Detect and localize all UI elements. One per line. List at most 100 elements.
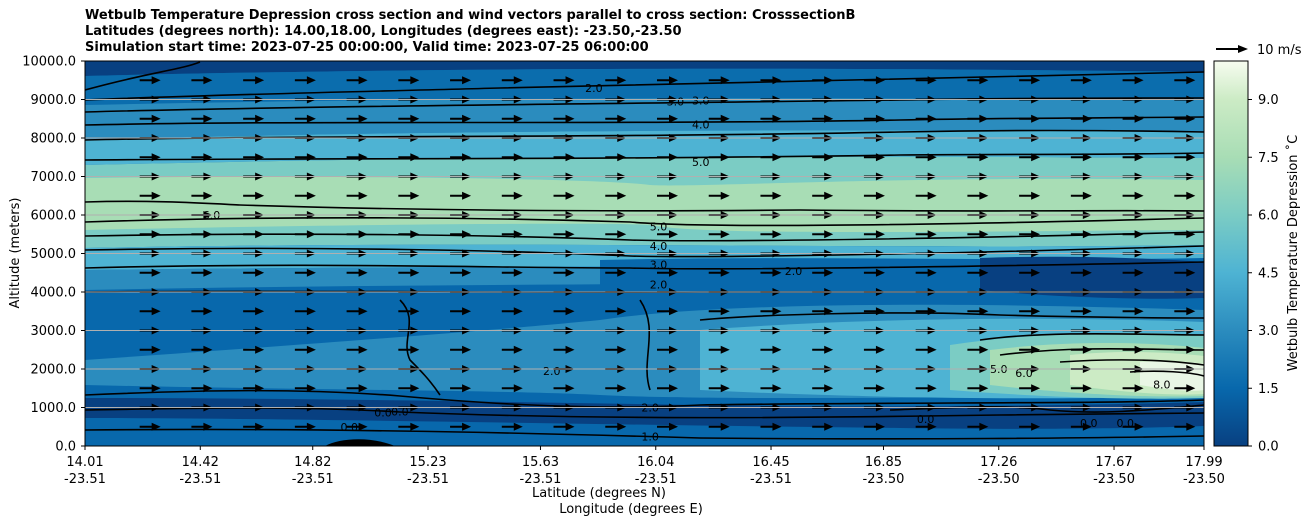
colorbar-gradient [1213, 60, 1249, 447]
wind-vector [346, 230, 368, 239]
wind-vector [760, 422, 782, 431]
wind-vector [1174, 345, 1196, 354]
wind-vector [139, 76, 161, 85]
wind-vector [450, 76, 472, 85]
wind-vector [346, 268, 368, 277]
wind-vector [1070, 191, 1092, 200]
wind-vector [760, 230, 782, 239]
wind-vector [967, 345, 989, 354]
wind-vector [1122, 230, 1144, 239]
wind-vector [553, 191, 575, 200]
colorbar-tick-label: 4.5 [1258, 266, 1279, 281]
x-tick-label-lat: 17.99 [1185, 455, 1222, 470]
wind-vector [812, 268, 834, 277]
wind-vector [708, 345, 730, 354]
wind-vector [191, 76, 213, 85]
wind-vector [708, 153, 730, 162]
colorbar-tick-label: 6.0 [1258, 209, 1279, 224]
wind-vector [398, 76, 420, 85]
wind-vector [553, 114, 575, 123]
wind-vector [1174, 307, 1196, 316]
wind-vector [294, 422, 316, 431]
wind-vector [656, 345, 678, 354]
x-axis-label-lon: Longitude (degrees E) [559, 502, 703, 517]
wind-vector [656, 76, 678, 85]
wind-vector [243, 384, 265, 393]
x-tick-label-lon: -23.51 [64, 472, 106, 487]
wind-vector [398, 114, 420, 123]
wind-vector [191, 345, 213, 354]
x-tick-label-lon: -23.51 [635, 472, 677, 487]
y-tick-label: 6000.0 [31, 209, 77, 224]
wind-vector [346, 191, 368, 200]
wind-vector [346, 384, 368, 393]
wind-vector [1070, 114, 1092, 123]
wind-vector [656, 307, 678, 316]
colorbar-tick-label: 9.0 [1258, 93, 1279, 108]
colorbar-tick-label: 7.5 [1258, 151, 1279, 166]
wind-vector [501, 307, 523, 316]
contour-line [979, 332, 1204, 341]
wind-vector [139, 191, 161, 200]
wind-vector [1174, 191, 1196, 200]
wind-vector [967, 384, 989, 393]
wind-vector [1019, 307, 1041, 316]
wind-vector [1122, 422, 1144, 431]
contour-line [85, 217, 1204, 227]
wind-vector [1070, 345, 1092, 354]
wind-vector [294, 268, 316, 277]
colorbar-label: Wetbulb Temperature Depression ˚C [1285, 135, 1301, 372]
colorbar-ticks: 0.0 1.5 3.0 4.5 6.0 7.5 9.0 [1248, 93, 1279, 455]
wind-vector [1019, 345, 1041, 354]
contour-label: 2.0 [650, 278, 668, 291]
title-line-3: Simulation start time: 2023-07-25 00:00:… [85, 40, 649, 55]
wind-vector [1070, 268, 1092, 277]
wind-vector [243, 268, 265, 277]
contour-line [85, 129, 1204, 141]
wind-vector [863, 422, 885, 431]
wind-vector [294, 191, 316, 200]
wind-vector [967, 230, 989, 239]
wind-vector [967, 268, 989, 277]
contour-line [85, 245, 1204, 258]
x-tick-label-lon: -23.50 [978, 472, 1020, 487]
x-axis-label-lat: Latitude (degrees N) [532, 486, 666, 501]
contour-line [1129, 370, 1204, 377]
wind-vector [605, 230, 627, 239]
y-tick-label: 10000.0 [22, 55, 76, 70]
wind-vector [863, 76, 885, 85]
x-tick-label-lon: -23.51 [750, 472, 792, 487]
wind-vector [708, 268, 730, 277]
wind-vector [553, 422, 575, 431]
wind-vector [1122, 384, 1144, 393]
colorbar: 0.0 1.5 3.0 4.5 6.0 7.5 9.0 Wetbulb Temperatur… [1213, 60, 1301, 455]
wind-vector [346, 153, 368, 162]
wind-vector [812, 191, 834, 200]
contour-line [85, 389, 1204, 408]
wind-vector [346, 114, 368, 123]
x-tick-label-lon: -23.50 [1183, 472, 1225, 487]
wind-vector [398, 422, 420, 431]
wind-vector [812, 114, 834, 123]
contour-line [85, 61, 201, 91]
wind-vector [1122, 307, 1144, 316]
wind-vector [1070, 307, 1092, 316]
wind-vector [656, 422, 678, 431]
wind-vector [243, 345, 265, 354]
x-tick-label-lat: 15.23 [409, 455, 446, 470]
contour-label: 4.0 [692, 119, 710, 132]
wind-vector [605, 114, 627, 123]
wind-vector [760, 76, 782, 85]
wind-vector [191, 422, 213, 431]
wind-vector [139, 114, 161, 123]
wind-vector [1019, 76, 1041, 85]
x-tick-label-lat: 16.45 [752, 455, 789, 470]
wind-vector [450, 153, 472, 162]
wind-vector [1019, 114, 1041, 123]
wind-vector [294, 230, 316, 239]
contour-label: 0.0 [1080, 417, 1098, 430]
wind-vector [708, 191, 730, 200]
wind-vector [294, 307, 316, 316]
wind-vector [1174, 153, 1196, 162]
wind-vector [294, 153, 316, 162]
